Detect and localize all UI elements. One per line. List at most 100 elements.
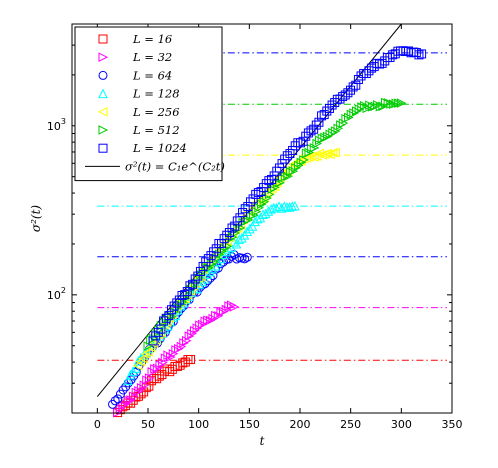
data-point [298, 136, 308, 146]
data-points [108, 46, 427, 418]
legend-fit-label: σ²(t) = C₁e^(C₂t) [125, 159, 225, 173]
legend-label: L = 1024 [132, 141, 187, 155]
data-point [309, 143, 320, 153]
data-point [256, 194, 267, 204]
legend-label: L = 128 [132, 87, 180, 101]
data-point [284, 202, 295, 212]
data-point [251, 206, 262, 217]
data-point [356, 71, 366, 81]
data-point [188, 279, 198, 289]
data-point [229, 302, 240, 312]
data-point [211, 310, 221, 321]
data-point [159, 316, 169, 326]
legend-label: L = 64 [132, 68, 172, 82]
data-point [213, 310, 224, 321]
data-point [306, 126, 316, 136]
data-point [183, 355, 193, 365]
data-point [138, 353, 148, 364]
data-point [377, 58, 387, 68]
legend: L = 16 L = 32 L = 64 L = 128 L = 256 L = 512 L… [74, 26, 225, 182]
data-point [229, 250, 239, 260]
data-point [290, 200, 300, 211]
data-point [235, 220, 246, 230]
data-point [283, 171, 293, 182]
data-point [288, 166, 299, 176]
data-point [295, 138, 305, 148]
data-point [235, 213, 245, 223]
series-256 [132, 147, 340, 371]
data-point [240, 204, 250, 214]
data-point [240, 254, 250, 264]
data-point [144, 381, 154, 391]
data-point [203, 315, 213, 326]
data-point [208, 313, 219, 324]
data-point [180, 290, 190, 300]
data-point [314, 117, 324, 127]
data-point [182, 287, 192, 297]
data-point [113, 394, 123, 404]
data-point [184, 331, 195, 341]
data-point [165, 367, 175, 377]
data-point [147, 367, 158, 377]
x-tick-label: 250 [340, 418, 361, 431]
series-512 [143, 97, 407, 351]
data-point [153, 327, 163, 337]
data-point [222, 230, 232, 240]
data-point [201, 257, 211, 267]
plot-frame [71, 23, 453, 414]
data-point [123, 395, 134, 406]
data-point [152, 363, 163, 374]
series-1024 [148, 46, 427, 346]
data-point [249, 210, 259, 220]
data-point [197, 319, 208, 330]
y-axis-label: σ²(t) [29, 205, 43, 233]
x-tick-label: 0 [94, 418, 101, 431]
data-point [149, 373, 159, 383]
data-point [203, 254, 213, 264]
data-point [304, 152, 314, 162]
data-point [330, 147, 340, 158]
data-point [143, 341, 154, 351]
data-point [304, 147, 315, 158]
data-point [134, 386, 144, 396]
legend-marker [98, 34, 108, 44]
data-point [154, 371, 164, 381]
data-point [343, 88, 353, 98]
data-point [172, 298, 182, 308]
data-point [293, 160, 304, 171]
data-point [286, 167, 296, 177]
data-point [251, 189, 261, 199]
data-point [330, 98, 340, 108]
data-point [301, 131, 311, 141]
data-point [150, 364, 160, 374]
data-point [162, 364, 172, 374]
data-point [340, 90, 350, 100]
data-point [378, 101, 388, 112]
x-tick-label: 100 [188, 418, 209, 431]
series-32 [113, 300, 240, 418]
data-point [174, 343, 184, 354]
data-point [280, 154, 290, 164]
data-point [158, 357, 168, 368]
data-point [396, 98, 407, 108]
data-point [179, 338, 189, 348]
data-point [118, 385, 128, 395]
data-point [115, 404, 126, 414]
legend-marker [98, 143, 108, 153]
data-point [193, 271, 203, 281]
data-point [266, 204, 276, 214]
data-point [155, 360, 166, 370]
data-point [306, 151, 317, 162]
data-point [128, 366, 138, 376]
data-point [110, 396, 120, 406]
data-point [359, 100, 370, 111]
data-point [219, 234, 229, 244]
data-point [189, 325, 200, 336]
data-point [333, 123, 344, 134]
data-point [128, 391, 139, 402]
data-point [381, 97, 391, 108]
data-point [272, 177, 283, 188]
data-point [176, 341, 187, 352]
data-point [231, 238, 242, 249]
